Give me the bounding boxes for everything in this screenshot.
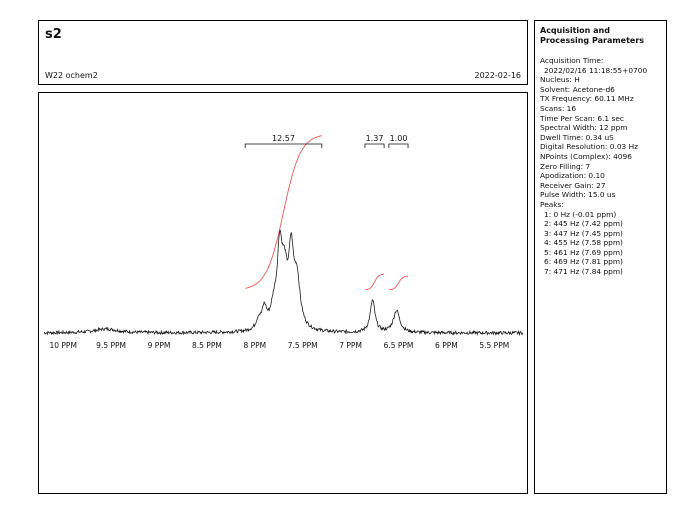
integral-curve	[388, 275, 408, 291]
solvent: Solvent: Acetone-d6	[540, 84, 615, 94]
x-axis: 10 PPM 9.5 PPM 9 PPM 8.5 PPM 8 PPM 7.5 PPM 7 P…	[49, 341, 509, 350]
integral-curve	[245, 135, 322, 289]
npoints: NPoints (Complex): 4096	[540, 151, 632, 161]
parameters-panel: Acquisition and Processing Parameters Ac…	[534, 20, 667, 494]
apodization: Apodization: 0.10	[540, 171, 605, 181]
parameters-list: Acquisition Time: 2022/02/16 11:18:55+07…	[540, 56, 666, 277]
peak-item: 5: 461 Hz (7.69 ppm)	[544, 247, 623, 257]
acquisition-time-label: Acquisition Time:	[540, 56, 604, 65]
x-tick-label: 7 PPM	[339, 341, 362, 350]
experiment-date: 2022-02-16	[474, 71, 522, 80]
x-tick-label: 8.5 PPM	[192, 341, 222, 350]
x-tick-label: 7.5 PPM	[288, 341, 318, 350]
header-box: s2 W22 ochem2 2022-02-16	[38, 20, 528, 85]
receiver-gain: Receiver Gain: 27	[540, 180, 606, 190]
nmr-spectrum-chart: 10 PPM 9.5 PPM 9 PPM 8.5 PPM 8 PPM 7.5 PPM 7 P…	[43, 134, 524, 350]
peaks-label: Peaks:	[540, 199, 564, 209]
peak-item: 3: 447 Hz (7.45 ppm)	[544, 228, 623, 238]
integral-layer: 12.57 1.37 1.00	[244, 134, 409, 291]
integral-label: 12.57	[272, 134, 295, 143]
spectrum-layer	[43, 229, 524, 337]
spectrum-plot-box: 10 PPM 9.5 PPM 9 PPM 8.5 PPM 8 PPM 7.5 PPM 7 P…	[38, 92, 528, 494]
x-tick-label: 6.5 PPM	[384, 341, 414, 350]
x-tick-label: 6 PPM	[435, 341, 458, 350]
integral-curve	[364, 273, 385, 291]
x-tick-label: 5.5 PPM	[479, 341, 509, 350]
acquisition-time-value: 2022/02/16 11:18:55+0700	[544, 65, 648, 75]
integral-label: 1.00	[390, 134, 408, 143]
scans: Scans: 16	[540, 103, 577, 113]
peak-item: 7: 471 Hz (7.84 ppm)	[544, 267, 623, 277]
pulse-width: Pulse Width: 15.0 us	[540, 190, 616, 200]
integral-bracket	[364, 143, 385, 148]
tx-frequency: TX Frequency: 60.11 MHz	[540, 94, 634, 104]
time-per-scan: Time Per Scan: 6.1 sec	[540, 113, 624, 123]
dwell-time: Dwell Time: 0.34 uS	[540, 132, 614, 142]
nucleus: Nucleus: H	[540, 75, 580, 85]
integral-bracket	[244, 143, 323, 148]
integral-bracket	[388, 143, 409, 148]
x-tick-label: 8 PPM	[243, 341, 266, 350]
integral-label: 1.37	[366, 134, 384, 143]
digital-resolution: Digital Resolution: 0.03 Hz	[540, 142, 639, 152]
x-tick-label: 9.5 PPM	[96, 341, 126, 350]
zero-filling: Zero Filling: 7	[540, 161, 591, 171]
experiment-name: W22 ochem2	[45, 71, 98, 80]
parameters-heading: Acquisition and Processing Parameters	[540, 26, 645, 45]
peak-item: 4: 455 Hz (7.58 ppm)	[544, 238, 623, 248]
spectrum-series-line	[43, 229, 524, 337]
sample-title: s2	[45, 27, 62, 42]
spectral-width: Spectral Width: 12 ppm	[540, 123, 628, 133]
peak-item: 6: 469 Hz (7.81 ppm)	[544, 257, 623, 267]
peak-item: 1: 0 Hz (-0.01 ppm)	[544, 209, 617, 219]
peak-item: 2: 445 Hz (7.42 ppm)	[544, 219, 623, 229]
x-tick-label: 9 PPM	[148, 341, 171, 350]
x-tick-label: 10 PPM	[49, 341, 76, 350]
